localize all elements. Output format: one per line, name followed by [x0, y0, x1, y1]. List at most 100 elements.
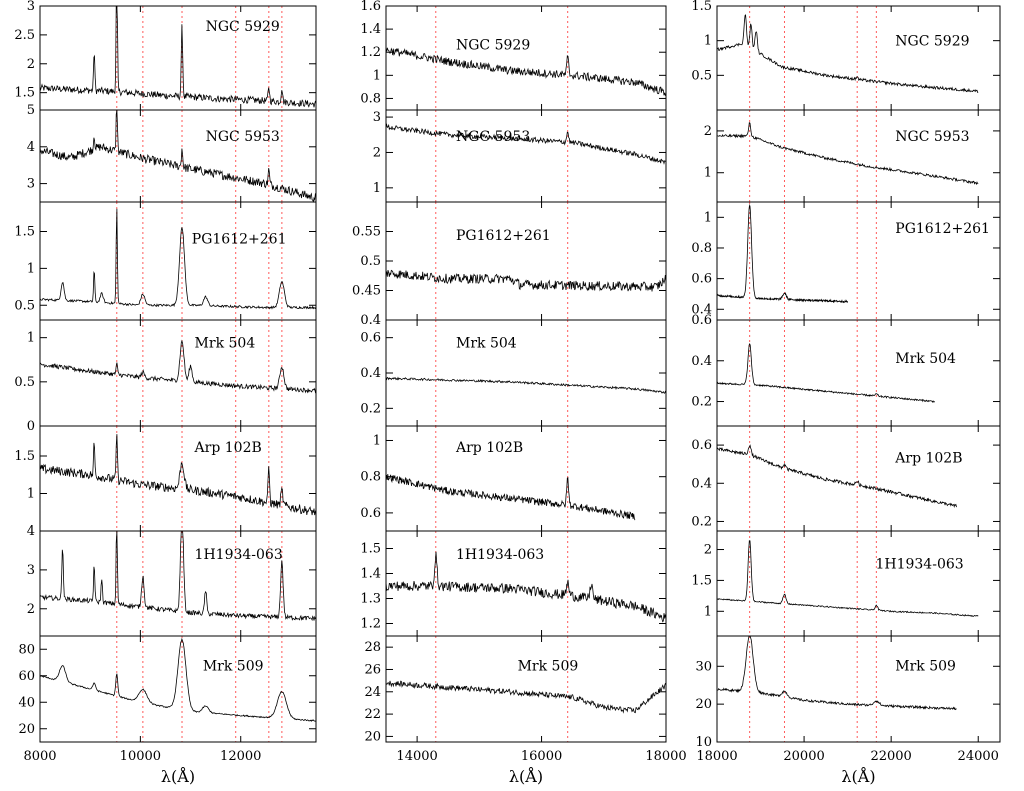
y-tick-label: 1.3: [360, 592, 381, 607]
object-label: PG1612+261: [895, 221, 990, 237]
x-tick-label: 12000: [220, 749, 261, 764]
y-tick-label: 1: [704, 210, 712, 225]
spectrum-line: [716, 540, 979, 618]
panel: 0 0.5 1 Mrk 504: [14, 319, 317, 434]
object-label: 1H1934-063: [456, 547, 544, 563]
panel-frame: [385, 319, 667, 427]
x-tick-label: 24000: [958, 749, 999, 764]
x-axis-title: λ(Å): [161, 766, 195, 786]
spectrum-line: [385, 474, 636, 521]
y-tick-label: 20: [695, 697, 712, 712]
y-tick-label: 2: [704, 543, 712, 558]
x-tick-label: 18000: [696, 749, 737, 764]
y-tick-label: 0.6: [691, 313, 712, 328]
panel-frame: [385, 109, 667, 203]
y-tick-label: 1.5: [691, 573, 712, 588]
y-tick-label: 2.5: [14, 28, 35, 43]
spectrum-line: [385, 376, 667, 394]
panel-frame: [716, 201, 1001, 321]
y-tick-label: 1: [704, 34, 712, 49]
y-tick-label: 0.2: [691, 395, 712, 410]
y-tick-label: 0.55: [352, 225, 381, 240]
y-tick-label: 1.5: [691, 0, 712, 14]
x-tick-label: 14000: [396, 749, 437, 764]
spectrum-line: [39, 339, 317, 394]
panel: 20 40 60 80 Mrk 509: [18, 635, 317, 743]
y-tick-label: 5: [27, 103, 35, 118]
y-tick-label: 1.2: [360, 617, 381, 632]
y-tick-label: 60: [18, 669, 35, 684]
panel: 0.5 1 1.5 NGC 5929: [691, 0, 1001, 111]
object-label: Mrk 504: [195, 335, 256, 351]
panel-frame: [39, 319, 317, 427]
spectrum-line: [716, 14, 979, 93]
panel: 0.4 0.6 0.8 1 PG1612+261: [691, 201, 1001, 321]
object-label: 1H1934-063: [195, 547, 283, 563]
object-label: NGC 5929: [456, 37, 530, 53]
spectrum-line: [385, 47, 667, 97]
y-tick-label: 1.6: [360, 0, 381, 14]
y-tick-label: 20: [364, 729, 381, 744]
object-label: PG1612+261: [456, 228, 551, 244]
spectrum-line: [716, 342, 936, 403]
y-tick-label: 3: [27, 177, 35, 192]
y-tick-label: 1: [27, 261, 35, 276]
object-label: NGC 5953: [456, 129, 530, 145]
y-tick-label: 3: [373, 110, 381, 125]
y-tick-label: 22: [364, 707, 381, 722]
y-tick-label: 0.45: [352, 284, 381, 299]
x-tick-label: 22000: [870, 749, 911, 764]
panel: 0.2 0.4 0.6 Mrk 504: [360, 319, 667, 427]
y-tick-label: 1.5: [14, 86, 35, 101]
y-tick-label: 1.2: [360, 45, 381, 60]
y-tick-label: 0.4: [691, 354, 712, 369]
y-tick-label: 0.2: [691, 514, 712, 529]
y-tick-label: 1.5: [14, 225, 35, 240]
panel-grid: 1.5 2 2.5 3 NGC 5929 3 4 5 NGC 5953 0.5 1 1.5 PG1612…: [14, 0, 1001, 764]
y-tick-label: 1: [373, 68, 381, 83]
y-tick-label: 0: [27, 419, 35, 434]
panel-frame: [385, 201, 667, 321]
y-tick-label: 0.5: [14, 375, 35, 390]
spectrum-line: [385, 680, 667, 714]
y-tick-label: 2: [27, 57, 35, 72]
y-tick-label: 30: [695, 659, 712, 674]
panel: 1 1.5 Arp 102B: [14, 425, 317, 532]
y-tick-label: 1: [373, 181, 381, 196]
object-label: Arp 102B: [455, 440, 523, 456]
panel: 1 1.5 2 1H1934-063: [691, 530, 1001, 637]
panel: 0.2 0.4 0.6 Arp 102B: [691, 425, 1001, 532]
panel: 0.2 0.4 0.6 Mrk 504: [691, 313, 1001, 427]
panel-frame: [39, 201, 317, 321]
object-label: Mrk 504: [895, 351, 956, 367]
y-tick-label: 1.4: [360, 22, 381, 37]
object-label: 1H1934-063: [875, 557, 963, 573]
spectrum-line: [39, 208, 317, 310]
column-1: 1.5 2 2.5 3 NGC 5929 3 4 5 NGC 5953 0.5 1 1.5 PG1612…: [14, 0, 317, 764]
y-tick-label: 10: [695, 735, 712, 750]
panel: 0.4 0.45 0.5 0.55 PG1612+261: [352, 201, 667, 328]
object-label: Mrk 509: [518, 659, 579, 675]
spectrum-line: [39, 109, 317, 203]
panel-frame: [716, 319, 1001, 427]
y-tick-label: 0.4: [360, 366, 381, 381]
spectrum-line: [385, 123, 667, 165]
panel-frame: [39, 425, 317, 532]
object-label: Arp 102B: [194, 440, 262, 456]
y-tick-label: 1: [27, 487, 35, 502]
panel: 1 2 3 NGC 5953: [373, 109, 667, 203]
y-tick-label: 80: [18, 642, 35, 657]
x-axis-title: λ(Å): [841, 766, 875, 786]
x-tick-label: 8000: [23, 749, 56, 764]
y-tick-label: 0.5: [691, 68, 712, 83]
y-tick-label: 0.2: [360, 401, 381, 416]
object-label: Mrk 509: [895, 659, 956, 675]
spectrum-line: [39, 5, 317, 108]
y-tick-label: 0.4: [691, 476, 712, 491]
panel: 1.5 2 2.5 3 NGC 5929: [14, 0, 317, 111]
panel-frame: [39, 109, 317, 203]
y-tick-label: 1: [704, 166, 712, 181]
x-axis-title: λ(Å): [509, 766, 543, 786]
y-tick-label: 2: [27, 602, 35, 617]
